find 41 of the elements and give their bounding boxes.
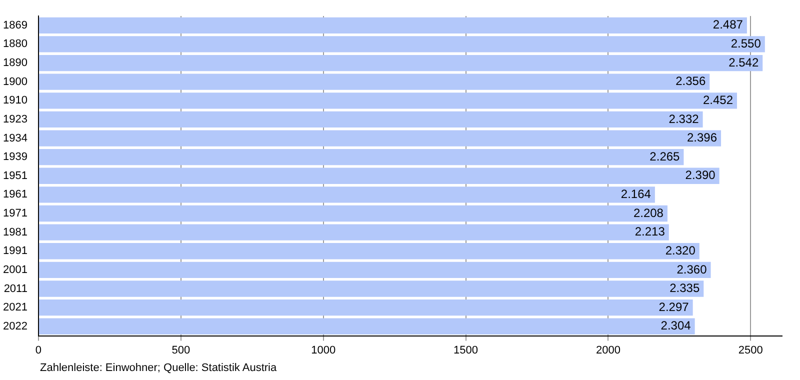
- y-tick-label: 1951: [2, 170, 28, 182]
- y-tick-label: 1869: [2, 19, 28, 32]
- y-tick-label: 1900: [2, 76, 28, 88]
- y-tick-label: 1910: [2, 94, 28, 107]
- x-tick-label: 500: [172, 344, 190, 356]
- x-tick-label: 1000: [311, 344, 336, 356]
- x-tick-label: 2500: [738, 344, 763, 356]
- data-label: 2.320: [665, 243, 696, 258]
- data-label: 2.452: [702, 92, 734, 107]
- data-label: 2.542: [728, 55, 759, 70]
- data-label: 2.356: [676, 74, 706, 88]
- data-label: 2.208: [633, 206, 664, 220]
- data-label: 2.265: [650, 149, 680, 164]
- y-tick-label: 2011: [4, 282, 28, 295]
- data-label: 2.297: [658, 300, 690, 314]
- data-label: 2.360: [676, 262, 708, 276]
- y-tick-label: 2001: [2, 264, 28, 276]
- data-label: 2.390: [685, 168, 716, 182]
- data-label: 2.332: [668, 112, 700, 126]
- data-label: 2.550: [730, 36, 762, 51]
- y-tick-label: 2022: [2, 320, 28, 332]
- y-tick-label: 1890: [2, 57, 28, 70]
- y-tick-label: 1880: [2, 38, 28, 50]
- data-label: 2.335: [670, 281, 700, 296]
- data-label: 2.487: [712, 18, 744, 32]
- data-label: 2.213: [634, 224, 666, 239]
- y-tick-label: 1971: [2, 208, 28, 220]
- y-tick-label: 1939: [2, 151, 28, 164]
- y-tick-label: 1923: [2, 113, 28, 126]
- y-tick-label: 2021: [2, 302, 28, 314]
- data-label: 2.164: [620, 187, 652, 202]
- y-tick-label: 1934: [2, 132, 28, 144]
- data-label: 2.396: [687, 130, 718, 145]
- data-label: 2.304: [660, 318, 692, 333]
- y-tick-label: 1991: [2, 245, 28, 258]
- x-tick-label: 2000: [596, 344, 620, 356]
- text: Zahlenleiste: Einwohner; Quelle: Statistik Austria: [40, 362, 277, 374]
- y-tick-label: 1961: [2, 188, 28, 201]
- y-tick-label: 1981: [2, 226, 28, 238]
- x-tick-label: 1500: [454, 344, 478, 356]
- x-tick-label: 0: [35, 344, 42, 356]
